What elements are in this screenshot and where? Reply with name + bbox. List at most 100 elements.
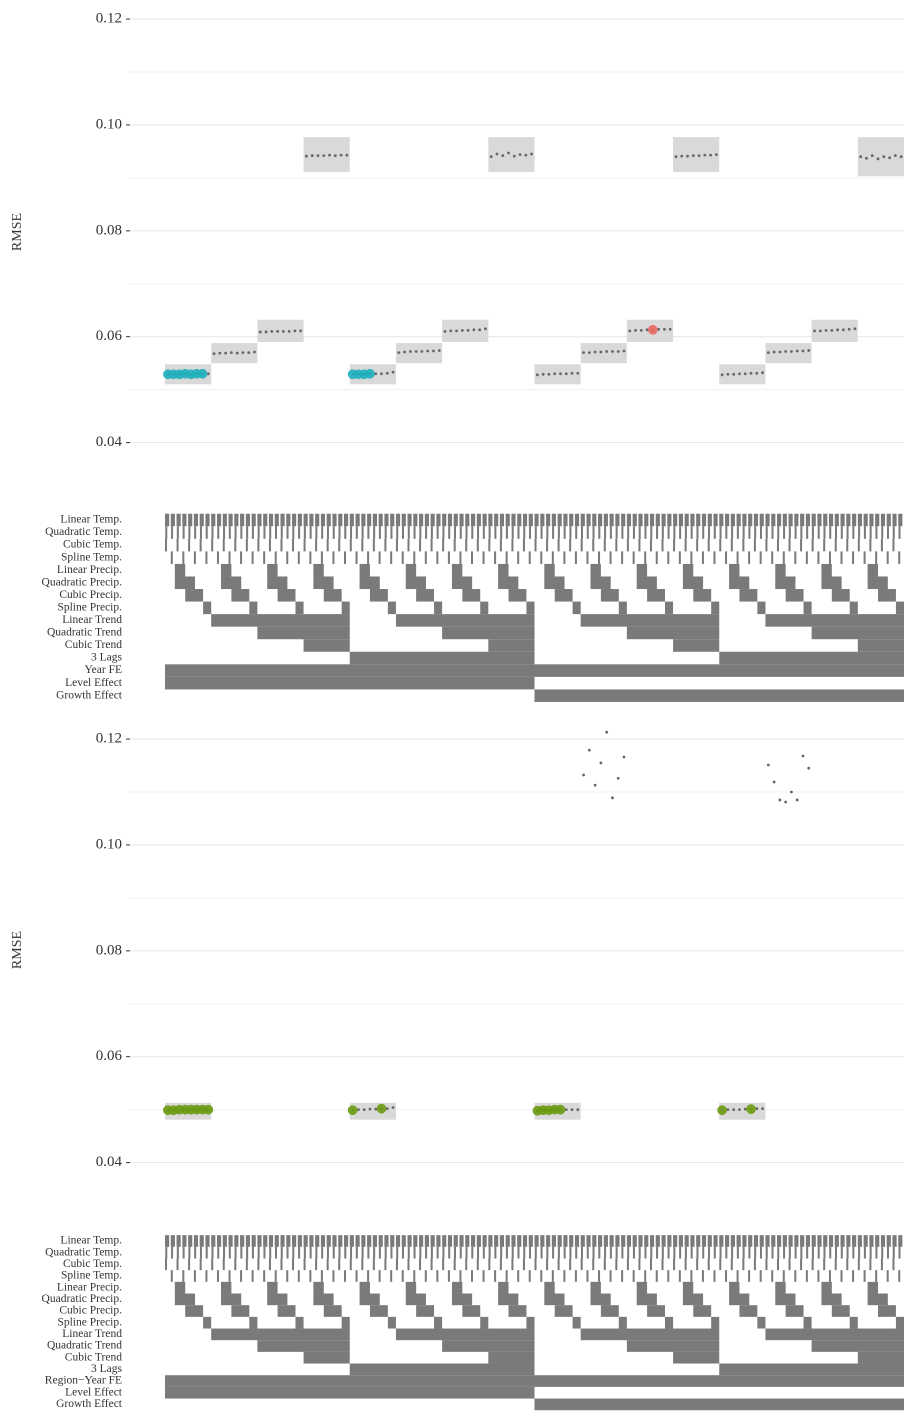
spec-cell: [407, 1246, 410, 1259]
spec-cell: [725, 513, 730, 527]
spec-cell: [811, 626, 904, 640]
spec-cell: [257, 1246, 260, 1259]
spec-cell: [586, 526, 589, 539]
spec-cell: [165, 513, 170, 527]
spec-cell: [828, 1270, 831, 1282]
spec-cell: [632, 551, 635, 564]
spec-cell: [372, 513, 378, 527]
spec-cell: [757, 601, 766, 615]
spec-cell: [823, 1258, 826, 1271]
spec-cell: [719, 513, 724, 527]
spec-cell: [719, 1258, 722, 1271]
spec-cell: [563, 526, 566, 539]
spec-cell: [690, 1270, 693, 1282]
spec-cell: [405, 1281, 417, 1294]
spec-cell: [188, 513, 193, 527]
spec-cell: [182, 1235, 187, 1247]
spec-cell: [303, 639, 350, 652]
spec-cell: [707, 1258, 710, 1271]
spec-cell: [171, 1246, 174, 1259]
spec-cell: [419, 1246, 422, 1259]
spec-cell: [719, 538, 722, 552]
spec-cell: [176, 513, 181, 527]
estimate-point: [876, 157, 880, 161]
spec-cell: [878, 589, 896, 602]
estimate-point: [357, 1108, 360, 1112]
spec-cell: [586, 1246, 589, 1259]
spec-cell: [465, 1246, 468, 1259]
spec-cell: [563, 1235, 568, 1247]
estimate-point: [345, 153, 349, 157]
spec-cell: [405, 563, 417, 577]
spec-cell: [776, 1258, 780, 1271]
spec-cell: [267, 1293, 288, 1306]
spec-cell: [580, 1258, 583, 1271]
spec-cell: [817, 1235, 822, 1247]
spec-cell: [748, 513, 753, 527]
spec-cell: [753, 1235, 759, 1247]
spec-cell: [480, 1316, 489, 1329]
spec-cell: [522, 1258, 525, 1271]
spec-cell: [655, 551, 658, 564]
spec-cell: [569, 513, 574, 527]
spec-cell: [498, 563, 509, 577]
spec-cell: [199, 513, 204, 527]
spec-cell: [823, 1246, 826, 1259]
spec-cell: [267, 1281, 278, 1294]
spec-cell: [803, 1316, 812, 1329]
estimate-point: [755, 1107, 759, 1110]
spec-cell: [355, 1270, 358, 1282]
spec-cell: [713, 1235, 718, 1247]
row-label: Level Effect: [65, 1386, 123, 1398]
spec-cell: [840, 551, 843, 564]
spec-cell: [765, 1235, 770, 1247]
spec-cell: [217, 526, 220, 539]
estimate-point: [639, 328, 643, 332]
spec-cell: [546, 1258, 549, 1271]
spec-cell: [849, 1316, 858, 1329]
estimate-point: [622, 755, 626, 759]
spec-cell: [240, 1235, 245, 1247]
highlight-point: [365, 368, 375, 379]
spec-cell: [263, 1270, 266, 1282]
spec-cell: [821, 1293, 842, 1306]
spec-cell: [401, 1235, 406, 1247]
spec-cell: [499, 1235, 505, 1247]
spec-cell: [742, 513, 747, 527]
estimate-point: [599, 761, 603, 765]
estimate-point: [714, 153, 718, 156]
estimate-point: [784, 350, 788, 353]
spec-cell: [678, 1270, 681, 1282]
spec-cell: [823, 513, 828, 527]
spec-cell: [355, 513, 360, 527]
spec-cell: [552, 526, 555, 539]
spec-cell: [696, 513, 701, 527]
spec-cell: [188, 538, 191, 552]
spec-cell: [730, 1235, 735, 1247]
estimate-point: [512, 154, 516, 158]
spec-cell: [546, 538, 549, 552]
spec-cell: [849, 601, 858, 615]
estimate-point: [460, 328, 464, 332]
spec-cell: [447, 551, 450, 564]
row-label: Growth Effect: [56, 689, 123, 701]
confidence-band: [211, 343, 258, 364]
spec-cell: [650, 526, 653, 539]
spec-cell: [829, 1246, 832, 1259]
spec-cell: [323, 1305, 342, 1317]
spec-cell: [544, 1281, 555, 1294]
spec-cell: [863, 1246, 866, 1259]
spec-cell: [231, 1305, 250, 1317]
spec-cell: [742, 1235, 747, 1247]
spec-cell: [462, 1305, 481, 1317]
spec-cell: [274, 551, 277, 564]
spec-cell: [511, 538, 514, 552]
spec-cell: [326, 513, 331, 527]
spec-cell: [618, 1316, 627, 1329]
estimate-point: [287, 330, 291, 333]
estimate-point: [333, 154, 337, 158]
spec-cell: [857, 1258, 860, 1271]
spec-cell: [211, 538, 214, 552]
spec-cell: [341, 1316, 350, 1329]
spec-cell: [684, 1258, 687, 1271]
